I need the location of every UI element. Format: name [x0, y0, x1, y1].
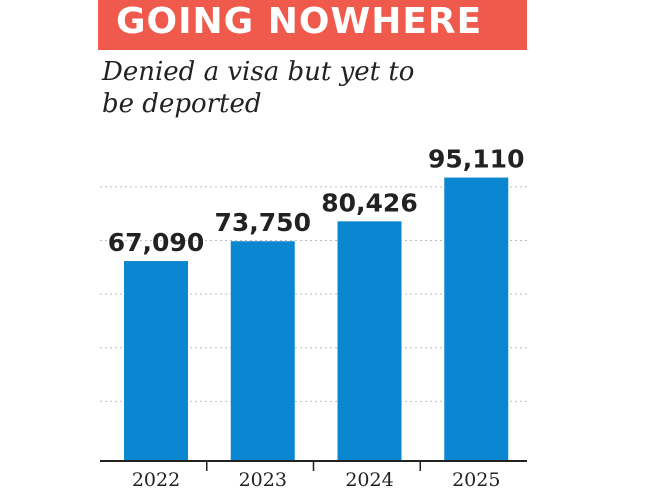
- x-tick-label: 2022: [132, 469, 180, 488]
- x-tick-label: 2023: [239, 469, 287, 488]
- bar: [230, 241, 295, 461]
- chart-title: GOING NOWHERE: [116, 1, 483, 42]
- data-label: 67,090: [108, 228, 204, 257]
- bar: [337, 221, 402, 461]
- x-tick-label: 2025: [452, 469, 500, 488]
- bar: [444, 177, 509, 461]
- title-banner: GOING NOWHERE: [98, 0, 527, 50]
- data-label: 73,750: [215, 208, 311, 237]
- bar: [124, 261, 188, 461]
- data-label: 80,426: [321, 188, 417, 217]
- data-label: 95,110: [428, 145, 524, 174]
- chart-subtitle: Denied a visa but yet to be deported: [102, 57, 415, 119]
- x-tick-label: 2024: [345, 469, 393, 488]
